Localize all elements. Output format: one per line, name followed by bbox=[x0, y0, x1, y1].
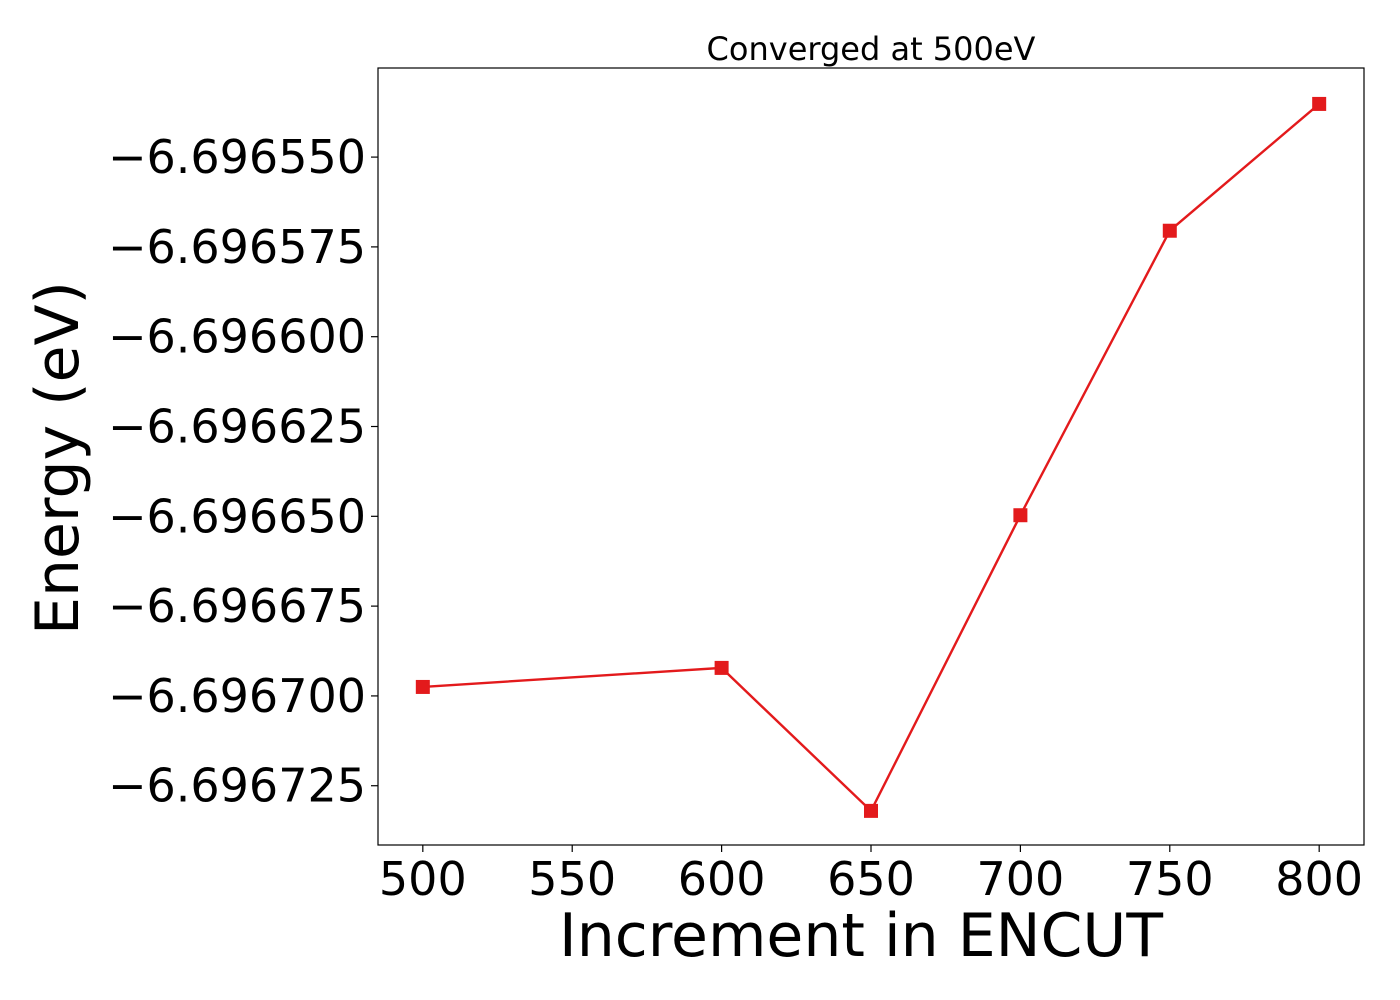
chart-title: Converged at 500eV bbox=[707, 30, 1036, 68]
data-point-marker bbox=[1162, 223, 1177, 238]
y-axis-ticks: −6.696550 −6.696575 −6.696600 −6.696625 −6.6… bbox=[108, 130, 378, 813]
x-axis-ticks: 500 550 600 650 700 750 800 bbox=[379, 845, 1363, 906]
y-tick-label: −6.696625 bbox=[108, 400, 366, 454]
plot-area-frame bbox=[377, 67, 1365, 846]
x-axis-label: Increment in ENCUT bbox=[559, 901, 1163, 971]
x-tick-label: 550 bbox=[528, 852, 616, 906]
y-axis-label: Energy (eV) bbox=[23, 281, 93, 635]
x-tick-label: 750 bbox=[1126, 852, 1214, 906]
y-tick-label: −6.696725 bbox=[108, 759, 366, 813]
x-tick-label: 500 bbox=[379, 852, 467, 906]
x-tick-label: 600 bbox=[678, 852, 766, 906]
x-tick-label: 650 bbox=[827, 852, 915, 906]
series-layer bbox=[415, 96, 1327, 818]
data-point-marker bbox=[714, 660, 729, 675]
data-point-marker bbox=[864, 803, 878, 818]
data-point-marker bbox=[1312, 96, 1327, 111]
y-tick-label: −6.696650 bbox=[108, 489, 366, 543]
y-tick-label: −6.696700 bbox=[108, 669, 366, 723]
y-tick-label: −6.696575 bbox=[108, 220, 366, 274]
x-tick-label: 700 bbox=[976, 852, 1064, 906]
y-tick-label: −6.696550 bbox=[108, 130, 366, 184]
y-tick-label: −6.696675 bbox=[108, 579, 366, 633]
series-line bbox=[422, 102, 1320, 813]
x-tick-label: 800 bbox=[1275, 852, 1363, 906]
y-tick-label: −6.696600 bbox=[108, 310, 366, 364]
data-point-marker bbox=[415, 679, 430, 694]
data-point-marker bbox=[1013, 508, 1028, 523]
